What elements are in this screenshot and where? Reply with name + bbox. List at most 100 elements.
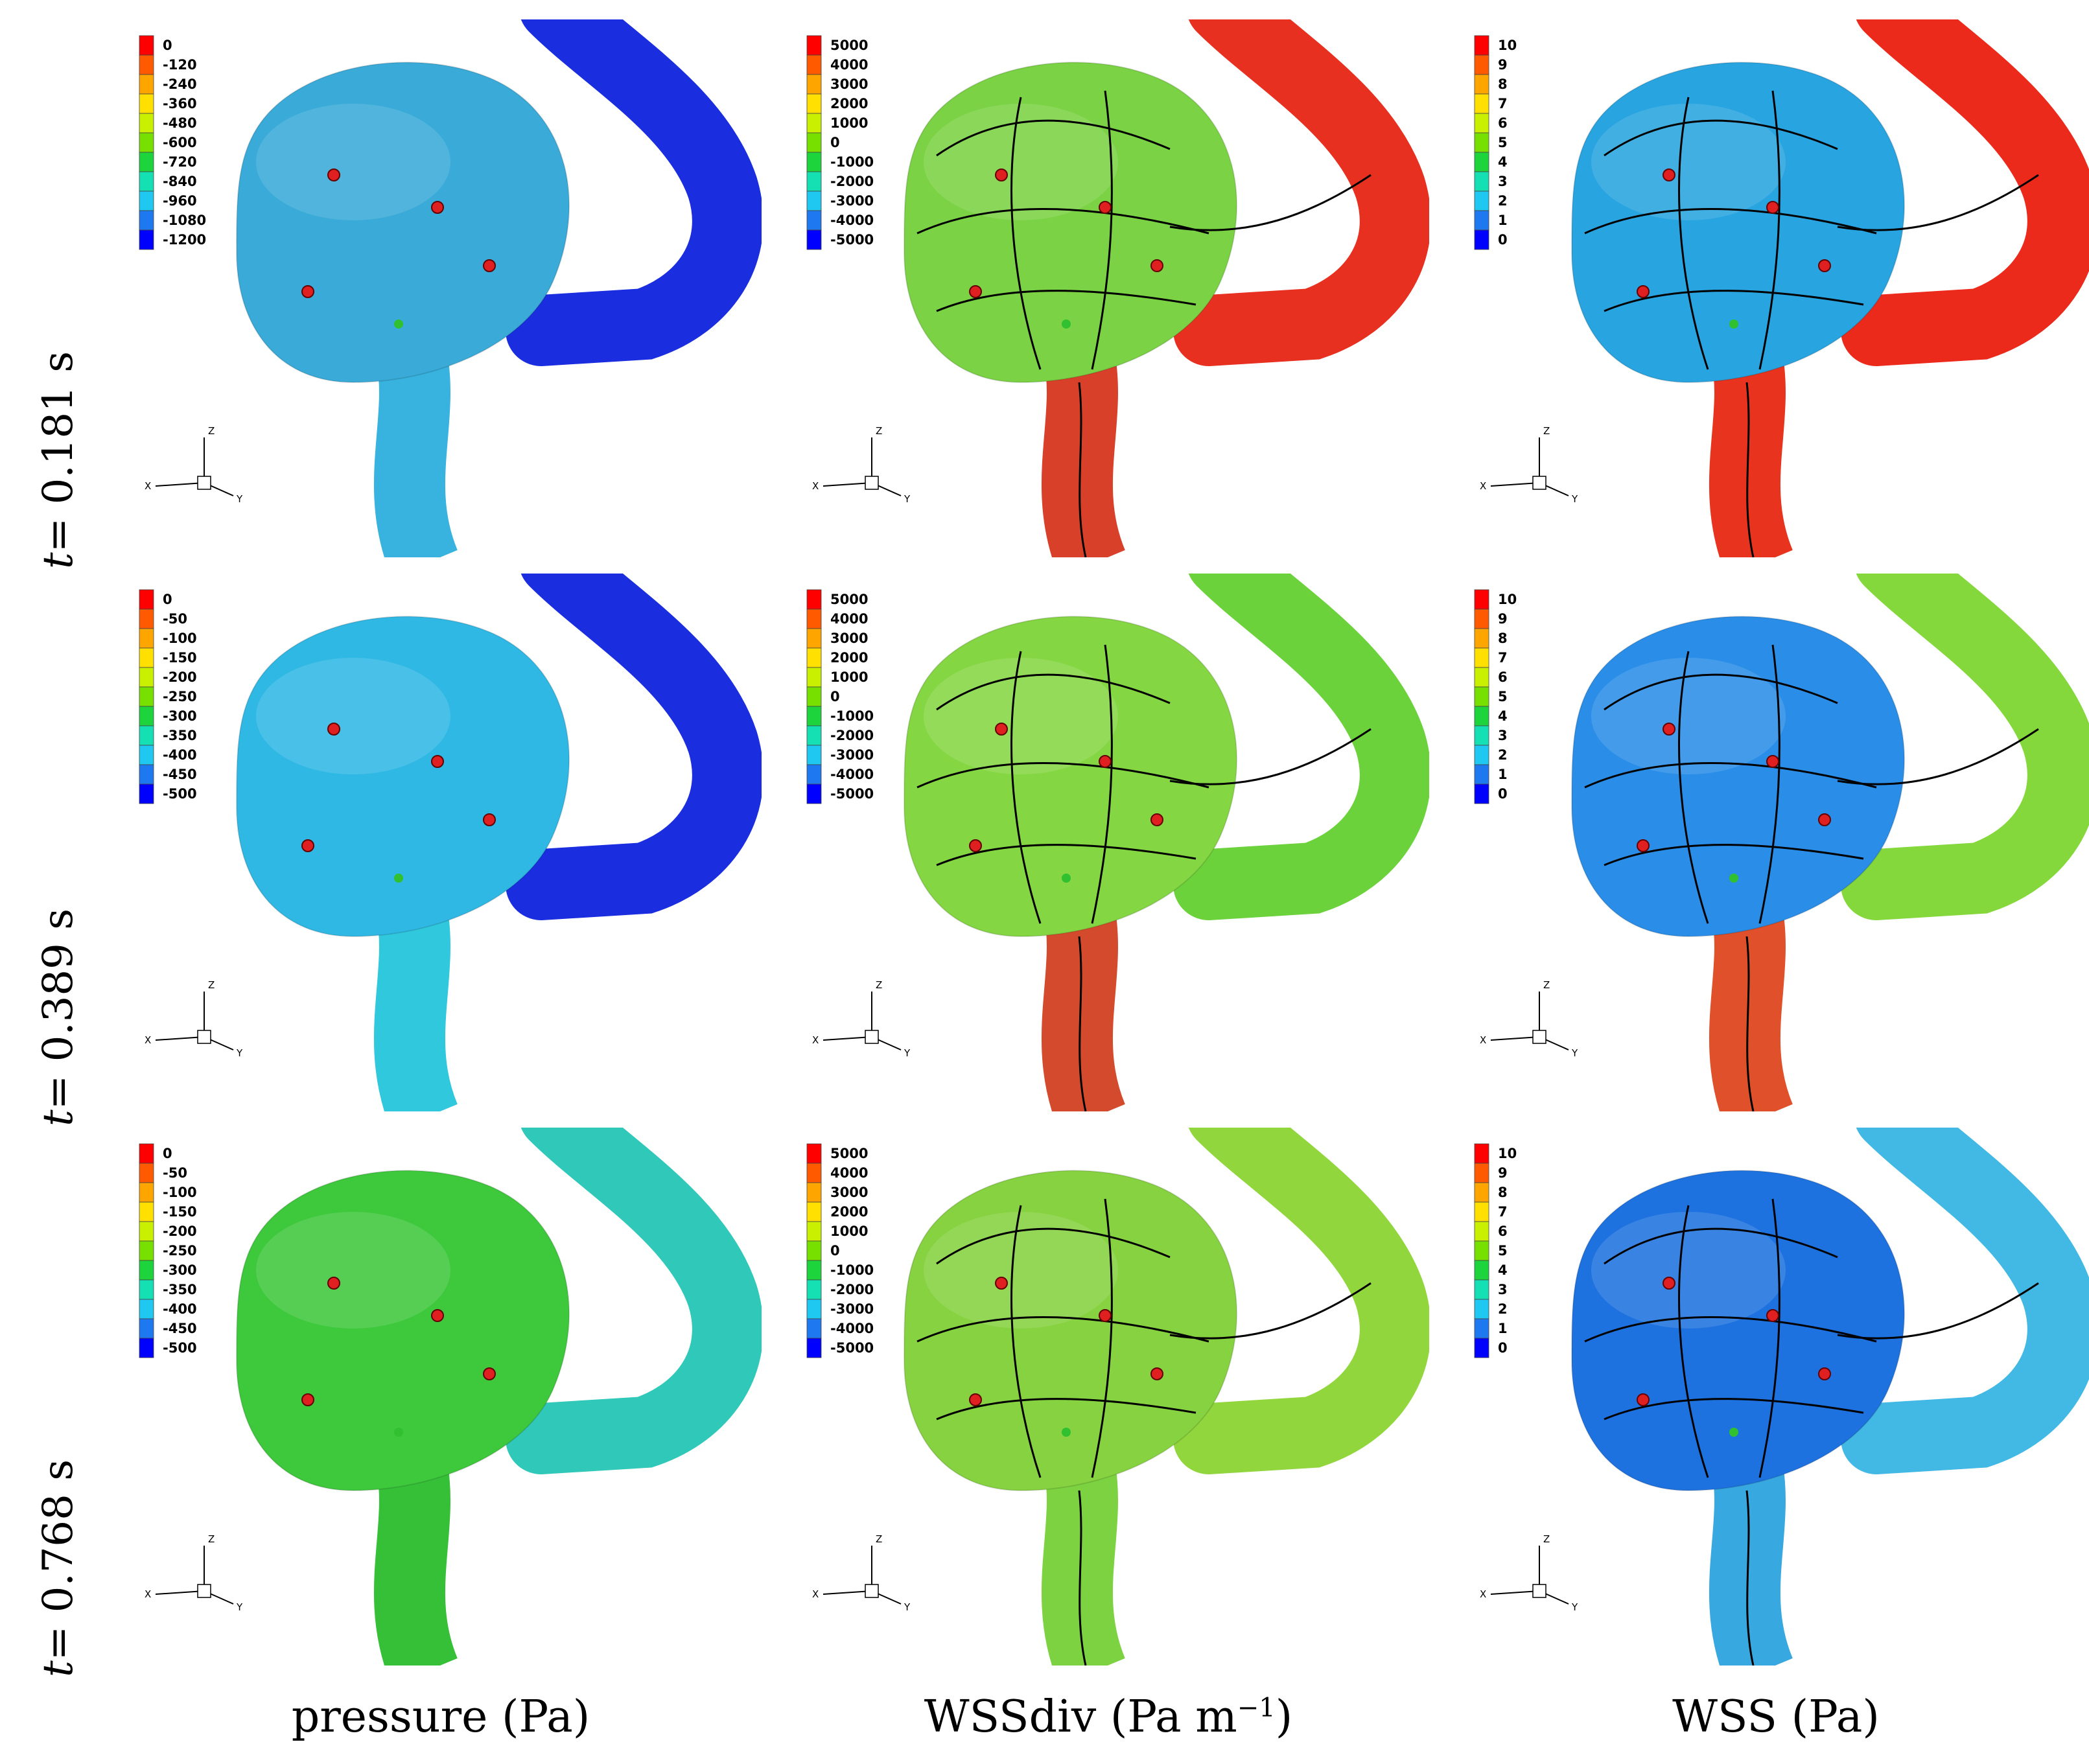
colorbar-swatch — [806, 783, 822, 804]
critical-point-marker — [995, 1277, 1008, 1290]
streamline — [936, 119, 1171, 157]
critical-point-marker — [969, 839, 982, 852]
axis-label-y: Y — [1571, 1601, 1578, 1613]
colorbar-swatch — [806, 93, 822, 114]
colorbar-swatch — [1474, 725, 1489, 746]
colorbar-swatch — [1474, 686, 1489, 707]
column-label-pressure: pressure (Pa) — [291, 1691, 590, 1743]
colorbar-swatch — [139, 1201, 154, 1222]
critical-point-marker — [1099, 755, 1112, 768]
dome-highlight — [924, 658, 1118, 774]
colorbar-swatch — [806, 667, 822, 688]
streamline — [1604, 844, 1864, 866]
axis-cube — [1532, 476, 1546, 490]
colorbar-tick-label: 0 — [830, 689, 840, 704]
axis-label-z: Z — [208, 979, 215, 991]
colorbar-tick-label: 5000 — [830, 592, 868, 607]
axis-label-z: Z — [1543, 425, 1550, 437]
colorbar-tick-label: -960 — [163, 193, 197, 209]
critical-point-marker — [431, 755, 444, 768]
parent-vessel — [506, 19, 762, 366]
axis-triad: Z X Y — [1480, 1533, 1578, 1613]
axis-triad: Z X Y — [145, 1533, 243, 1613]
colorbar-swatch — [1474, 667, 1489, 688]
colorbar-tick-label: 10 — [1498, 38, 1517, 53]
colorbar-tick-label: -2000 — [830, 728, 874, 743]
colorbar-tick-label: -4000 — [830, 1321, 874, 1336]
colorbar: 0 -120 -240 -360 -480 -600 -720 -840 -960 -1080 -1… — [139, 35, 206, 250]
colorbar-swatch — [1474, 132, 1489, 153]
colorbar-tick-label: 8 — [1498, 1185, 1508, 1200]
colorbar-swatch — [1474, 229, 1489, 250]
colorbar-swatch — [806, 54, 822, 75]
critical-point-marker — [327, 1277, 340, 1290]
critical-point-marker — [1637, 1393, 1650, 1406]
vessel-geometry — [235, 1128, 762, 1665]
colorbar-swatch — [806, 589, 822, 610]
colorbar-tick-label: 7 — [1498, 650, 1508, 666]
streamline — [1078, 382, 1087, 557]
colorbar-swatch — [139, 132, 154, 153]
colorbar-tick-label: -5000 — [830, 786, 874, 802]
axis-label-z: Z — [1543, 1533, 1550, 1545]
streamline — [1169, 174, 1371, 231]
colorbar-tick-label: 10 — [1498, 1146, 1517, 1161]
colorbar-swatch — [806, 1201, 822, 1222]
critical-point-marker — [483, 813, 496, 826]
axis-label-z: Z — [876, 425, 882, 437]
axis-label-x: X — [1480, 480, 1486, 492]
colorbar-tick-label: -360 — [163, 96, 197, 111]
colorbar-tick-label: 8 — [1498, 631, 1508, 646]
critical-point-marker — [1729, 1428, 1738, 1437]
axis-cube — [1532, 1030, 1546, 1044]
colorbar-swatch — [139, 1260, 154, 1281]
streamline — [1745, 1490, 1755, 1665]
colorbar-tick-label: 2 — [1498, 193, 1508, 209]
colorbar-tick-label: 5 — [1498, 689, 1508, 704]
panel-r3-pressure: 0 -50 -100 -150 -200 -250 -300 -350 -400 -450 -500… — [139, 1128, 762, 1665]
streamline — [1078, 1490, 1087, 1665]
colorbar-tick-label: -400 — [163, 1301, 197, 1317]
colorbar-tick-label: 2000 — [830, 1204, 868, 1220]
colorbar-tick-label: -4000 — [830, 213, 874, 228]
colorbar-swatch — [1474, 628, 1489, 649]
colorbar-swatch — [139, 783, 154, 804]
colorbar-tick-label: 0 — [163, 592, 172, 607]
streamline — [1678, 1205, 1709, 1478]
colorbar-swatch — [139, 1143, 154, 1164]
streamline — [916, 762, 1209, 789]
colorbar-swatch — [139, 74, 154, 95]
colorbar-swatch — [139, 667, 154, 688]
streamline — [1604, 119, 1838, 157]
critical-point-marker — [1818, 1367, 1831, 1380]
critical-point-marker — [969, 1393, 982, 1406]
parent-vessel — [506, 574, 762, 920]
colorbar-tick-label: 2000 — [830, 96, 868, 111]
colorbar-tick-label: -240 — [163, 76, 197, 92]
colorbar-tick-label: -350 — [163, 728, 197, 743]
critical-point-marker — [1062, 874, 1071, 883]
dome-highlight — [1591, 104, 1786, 220]
colorbar-tick-label: 7 — [1498, 1204, 1508, 1220]
colorbar-swatch — [1474, 1318, 1489, 1339]
colorbar-tick-label: -2000 — [830, 1282, 874, 1297]
critical-point-marker — [483, 259, 496, 272]
streamline — [1758, 1198, 1780, 1478]
colorbar: 0 -50 -100 -150 -200 -250 -300 -350 -400 -450 -500 — [139, 589, 197, 804]
critical-point-marker — [1729, 319, 1738, 329]
colorbar-tick-label: -450 — [163, 767, 197, 782]
colorbar-swatch — [806, 229, 822, 250]
colorbar-tick-label: 6 — [1498, 1224, 1508, 1239]
colorbar-tick-label: -5000 — [830, 232, 874, 248]
axis-label-z: Z — [208, 425, 215, 437]
parent-vessel — [1173, 19, 1429, 366]
critical-point-marker — [1766, 1309, 1779, 1322]
panel-r2-pressure: 0 -50 -100 -150 -200 -250 -300 -350 -400 -450 -500… — [139, 574, 762, 1111]
aneurysm-dome — [235, 1170, 570, 1492]
streamline — [1010, 97, 1042, 370]
colorbar-swatch — [139, 210, 154, 231]
colorbar-tick-label: -100 — [163, 1185, 197, 1200]
streamline — [1010, 651, 1042, 924]
colorbar-tick-label: 6 — [1498, 115, 1508, 131]
axis-triad: Z X Y — [812, 1533, 911, 1613]
